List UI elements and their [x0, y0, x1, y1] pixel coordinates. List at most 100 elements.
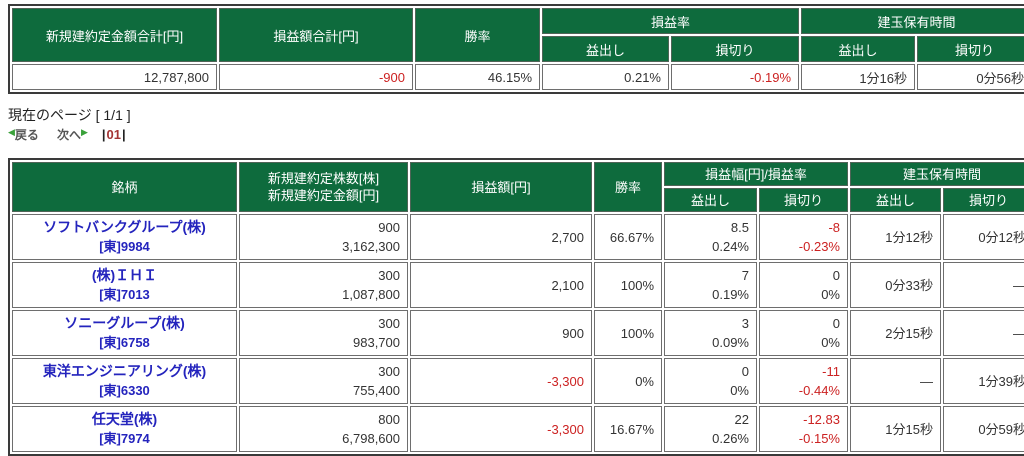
summary-header-group-row: 新規建約定金額合計[円] 損益額合計[円] 勝率 損益率 建玉保有時間: [12, 8, 1024, 62]
shares-amount-cell: 300 1,087,800: [239, 262, 408, 308]
stock-code[interactable]: [東]6330: [99, 383, 150, 398]
stock-name-cell[interactable]: 任天堂(株) [東]7974: [12, 406, 237, 452]
sl-width: 0: [832, 268, 840, 283]
summary-pl-rate-profit: 0.21%: [542, 64, 669, 90]
stop-loss-cell: -12.83 -0.15%: [759, 406, 848, 452]
stock-name-link[interactable]: 東洋エンジニアリング(株): [42, 363, 207, 379]
tp-width: 8.5: [730, 220, 749, 235]
shares-amount-cell: 300 983,700: [239, 310, 408, 356]
hold-sl-cell: 0分12秒: [943, 214, 1024, 260]
pl-cell: 900: [410, 310, 592, 356]
stock-name-cell[interactable]: (株)ＩＨＩ [東]7013: [12, 262, 237, 308]
detail-header-hold-time-group: 建玉保有時間: [850, 162, 1024, 186]
amount-value: 3,162,300: [342, 239, 400, 254]
summary-header-pl-rate-group: 損益率: [542, 8, 800, 34]
next-button-label: 次へ: [56, 128, 81, 142]
pagination-nav: ◀戻る 次へ▶ |01|: [8, 126, 1016, 143]
detail-header-shares-line1: 新規建約定株数[株]: [267, 171, 380, 186]
pl-cell: -3,300: [410, 406, 592, 452]
tp-width: 22: [734, 412, 749, 427]
amount-value: 755,400: [353, 383, 400, 398]
shares-value: 300: [378, 268, 400, 283]
stock-name-cell[interactable]: ソニーグループ(株) [東]6758: [12, 310, 237, 356]
stock-name-link[interactable]: ソニーグループ(株): [64, 315, 185, 331]
take-profit-cell: 3 0.09%: [664, 310, 757, 356]
hold-sl-cell: —: [943, 262, 1024, 308]
summary-header-stop-loss: 損切り: [917, 36, 1024, 62]
hold-tp-cell: 0分33秒: [850, 262, 941, 308]
sl-rate: -0.23%: [798, 239, 840, 254]
table-row: ソフトバンクグループ(株) [東]9984 900 3,162,300 2,700 …: [12, 214, 1024, 260]
hold-sl-cell: 0分59秒: [943, 406, 1024, 452]
current-page-label: 現在のページ [ 1/1 ]: [8, 107, 131, 123]
summary-win-rate: 46.15%: [415, 64, 540, 90]
pl-cell: 2,100: [410, 262, 592, 308]
summary-header-take-profit: 益出し: [542, 36, 669, 62]
summary-pl-rate-loss: -0.19%: [671, 64, 800, 90]
amount-value: 6,798,600: [342, 431, 400, 446]
hold-tp-cell: 1分12秒: [850, 214, 941, 260]
take-profit-cell: 22 0.26%: [664, 406, 757, 452]
stock-name-cell[interactable]: ソフトバンクグループ(株) [東]9984: [12, 214, 237, 260]
pipe: |: [121, 127, 126, 142]
stock-name-cell[interactable]: 東洋エンジニアリング(株) [東]6330: [12, 358, 237, 404]
win-rate-cell: 100%: [594, 310, 662, 356]
tp-rate: 0.26%: [712, 431, 749, 446]
win-rate-cell: 16.67%: [594, 406, 662, 452]
shares-value: 800: [378, 412, 400, 427]
stock-code[interactable]: [東]9984: [99, 239, 150, 254]
shares-amount-cell: 300 755,400: [239, 358, 408, 404]
shares-value: 900: [378, 220, 400, 235]
back-button[interactable]: ◀戻る: [8, 126, 39, 143]
next-button[interactable]: 次へ▶: [57, 126, 88, 143]
stock-name-link[interactable]: (株)ＩＨＩ: [91, 267, 158, 283]
summary-header-take-profit: 益出し: [801, 36, 916, 62]
take-profit-cell: 7 0.19%: [664, 262, 757, 308]
detail-header-shares-line2: 新規建約定金額[円]: [267, 188, 380, 203]
stop-loss-cell: -11 -0.44%: [759, 358, 848, 404]
shares-amount-cell: 800 6,798,600: [239, 406, 408, 452]
tp-rate: 0%: [730, 383, 749, 398]
table-row: 任天堂(株) [東]7974 800 6,798,600 -3,300 16.67%…: [12, 406, 1024, 452]
tp-width: 0: [741, 364, 749, 379]
stock-code[interactable]: [東]6758: [99, 335, 150, 350]
hold-tp-cell: —: [850, 358, 941, 404]
detail-header-shares: 新規建約定株数[株] 新規建約定金額[円]: [239, 162, 408, 212]
stock-name-link[interactable]: 任天堂(株): [91, 411, 158, 427]
detail-header-name: 銘柄: [12, 162, 237, 212]
table-row: 東洋エンジニアリング(株) [東]6330 300 755,400 -3,300 0…: [12, 358, 1024, 404]
detail-header-pl: 損益額[円]: [410, 162, 592, 212]
detail-header-stop-loss: 損切り: [759, 188, 848, 212]
stock-name-link[interactable]: ソフトバンクグループ(株): [43, 219, 206, 235]
amount-value: 1,087,800: [342, 287, 400, 302]
summary-header-amount-total: 新規建約定金額合計[円]: [12, 8, 217, 62]
sl-width: -8: [828, 220, 840, 235]
summary-hold-loss: 0分56秒: [917, 64, 1024, 90]
pl-cell: -3,300: [410, 358, 592, 404]
detail-header-take-profit: 益出し: [664, 188, 757, 212]
detail-table: 銘柄 新規建約定株数[株] 新規建約定金額[円] 損益額[円] 勝率 損益幅[円]…: [8, 158, 1024, 456]
page-number-link[interactable]: 01: [106, 127, 121, 142]
summary-table: 新規建約定金額合計[円] 損益額合計[円] 勝率 損益率 建玉保有時間 益出し …: [8, 4, 1024, 94]
summary-header-pl-total: 損益額合計[円]: [219, 8, 413, 62]
sl-rate: 0%: [821, 287, 840, 302]
stock-code[interactable]: [東]7013: [99, 287, 150, 302]
stock-code[interactable]: [東]7974: [99, 431, 150, 446]
tp-rate: 0.24%: [712, 239, 749, 254]
summary-amount-total: 12,787,800: [12, 64, 217, 90]
back-arrow-icon: ◀: [8, 127, 15, 137]
stop-loss-cell: -8 -0.23%: [759, 214, 848, 260]
tp-width: 7: [741, 268, 749, 283]
shares-amount-cell: 900 3,162,300: [239, 214, 408, 260]
page-list: |01|: [102, 127, 126, 142]
take-profit-cell: 0 0%: [664, 358, 757, 404]
summary-header-win-rate: 勝率: [415, 8, 540, 62]
sl-width: -11: [822, 364, 840, 379]
hold-sl-cell: 1分39秒: [943, 358, 1024, 404]
summary-data-row: 12,787,800 -900 46.15% 0.21% -0.19% 1分16…: [12, 64, 1024, 90]
summary-hold-profit: 1分16秒: [801, 64, 916, 90]
detail-header-take-profit: 益出し: [850, 188, 941, 212]
hold-tp-cell: 1分15秒: [850, 406, 941, 452]
